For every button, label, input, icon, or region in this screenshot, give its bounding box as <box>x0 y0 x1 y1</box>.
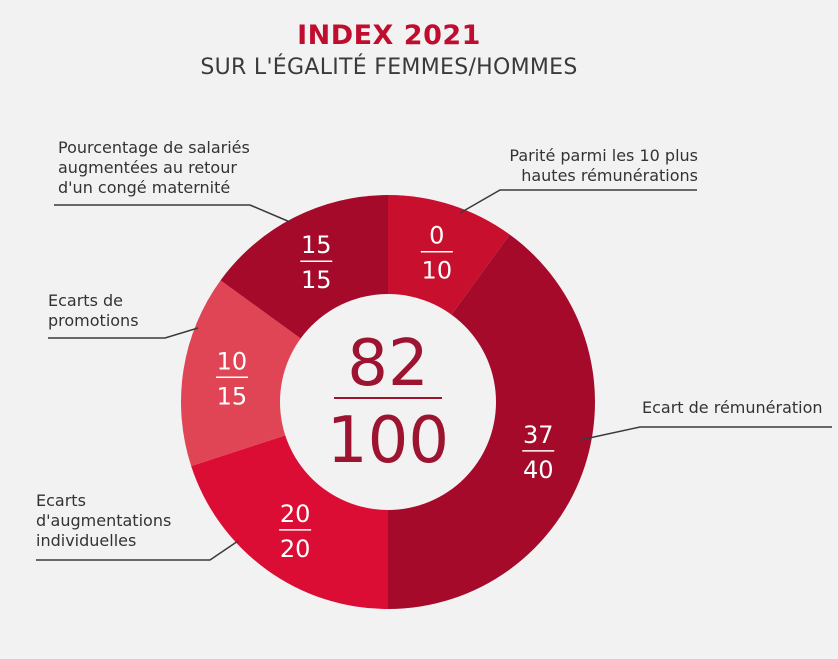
slice-value-label: 15 <box>217 382 248 410</box>
label-line: hautes rémunérations <box>521 166 698 185</box>
slice-value-label: 10 <box>422 257 453 285</box>
slice-value-label: 0 <box>429 222 444 250</box>
label-remuneration: Ecart de rémunération <box>642 398 832 418</box>
slice-value-label: 37 <box>523 421 554 449</box>
slice-value-label: 20 <box>280 500 311 528</box>
chart-title: INDEX 2021 <box>297 20 481 51</box>
label-line: Ecarts <box>36 491 86 510</box>
label-line: Ecart de rémunération <box>642 398 823 417</box>
label-parite: Parité parmi les 10 plus hautes rémunéra… <box>462 146 698 186</box>
leader-line <box>579 426 832 441</box>
label-line: augmentées au retour <box>58 158 237 177</box>
label-line: d'un congé maternité <box>58 178 231 197</box>
label-line: individuelles <box>36 531 137 550</box>
label-line: promotions <box>48 311 139 330</box>
center-circle <box>280 294 496 510</box>
label-line: d'augmentations <box>36 511 172 530</box>
label-line: Pourcentage de salariés <box>58 138 250 157</box>
slice-value-label: 20 <box>280 535 311 563</box>
slice-value-label: 15 <box>301 231 332 259</box>
label-maternite: Pourcentage de salariés augmentées au re… <box>58 138 298 198</box>
slice-value-label: 10 <box>217 347 248 375</box>
center-max: 100 <box>327 404 449 478</box>
chart-subtitle: SUR L'ÉGALITÉ FEMMES/HOMMES <box>200 55 578 80</box>
leader-line <box>54 204 291 223</box>
slice-fraction: 010 <box>420 222 453 285</box>
slice-value-label: 40 <box>523 456 554 484</box>
label-line: Parité parmi les 10 plus <box>509 146 698 165</box>
leader-line <box>48 327 199 339</box>
label-augmentations: Ecarts d'augmentations individuelles <box>36 491 196 551</box>
leader-line <box>36 540 239 561</box>
slice-value-label: 15 <box>301 266 332 294</box>
center-score: 82 <box>347 327 428 401</box>
label-line: Ecarts de <box>48 291 123 310</box>
label-promotions: Ecarts de promotions <box>48 291 188 331</box>
leader-line <box>459 189 697 214</box>
